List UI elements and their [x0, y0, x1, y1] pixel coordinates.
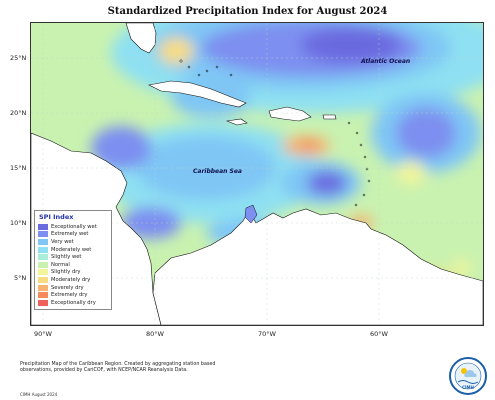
legend-label: Severely dry — [51, 284, 84, 291]
legend-swatch — [38, 276, 48, 283]
legend-swatch — [38, 284, 48, 291]
map-note: Precipitation Map of the Caribbean Regio… — [20, 362, 216, 373]
caribbean-label: Caribbean Sea — [193, 168, 242, 175]
legend-label: Moderately wet — [51, 246, 92, 253]
legend-item: Slightly wet — [35, 253, 111, 261]
legend-label: Exceptionally wet — [51, 223, 97, 230]
legend-item: Extremely dry — [35, 291, 111, 299]
legend-swatch — [38, 246, 48, 253]
cloud-icon — [464, 370, 477, 377]
credit-text: CIMH August 2024 — [20, 392, 58, 397]
legend-swatch — [38, 261, 48, 268]
legend-item: Moderately dry — [35, 276, 111, 284]
spi-legend: SPI Index Exceptionally wet Extremely wet… — [34, 210, 112, 310]
legend-item: Normal — [35, 261, 111, 269]
map-title: Standardized Precipitation Index for Aug… — [107, 6, 388, 17]
legend-label: Moderately dry — [51, 276, 91, 283]
atlantic-label: Atlantic Ocean — [360, 58, 410, 65]
lon-tick: 90°W — [34, 330, 52, 338]
legend-item: Severely dry — [35, 284, 111, 292]
small-islands — [179, 59, 371, 207]
legend-item: Very wet — [35, 238, 111, 246]
legend-label: Normal — [51, 261, 70, 268]
legend-item: Exceptionally dry — [35, 299, 111, 307]
legend-swatch — [38, 223, 48, 230]
legend-items: Exceptionally wet Extremely wet Very wet Mo… — [35, 223, 111, 307]
legend-swatch — [38, 238, 48, 245]
legend-swatch — [38, 292, 48, 299]
legend-item: Extremely wet — [35, 231, 111, 239]
legend-swatch — [38, 254, 48, 261]
legend-item: Exceptionally wet — [35, 223, 111, 231]
legend-label: Exceptionally dry — [51, 299, 96, 306]
legend-label: Slightly wet — [51, 254, 82, 261]
lat-tick: 10°N — [10, 219, 27, 227]
legend-label: Extremely dry — [51, 292, 88, 299]
lake-maracaibo — [244, 204, 258, 224]
lat-tick: 25°N — [10, 54, 27, 62]
legend-label: Slightly dry — [51, 269, 81, 276]
legend-swatch — [38, 269, 48, 276]
lat-tick: 5°N — [14, 274, 27, 282]
legend-item: Moderately wet — [35, 246, 111, 254]
legend-swatch — [38, 231, 48, 238]
lon-tick: 60°W — [370, 330, 388, 338]
lat-tick: 15°N — [10, 164, 27, 172]
svg-text:CIMH: CIMH — [462, 385, 474, 390]
legend-title: SPI Index — [39, 213, 74, 221]
legend-label: Extremely wet — [51, 231, 89, 238]
lon-tick: 80°W — [146, 330, 164, 338]
wave-icon — [457, 380, 479, 384]
legend-item: Slightly dry — [35, 269, 111, 277]
sun-icon — [461, 368, 467, 374]
legend-label: Very wet — [51, 238, 74, 245]
cimh-logo: CIMH — [448, 356, 488, 396]
legend-swatch — [38, 299, 48, 306]
lon-tick: 70°W — [258, 330, 276, 338]
lat-tick: 20°N — [10, 109, 27, 117]
